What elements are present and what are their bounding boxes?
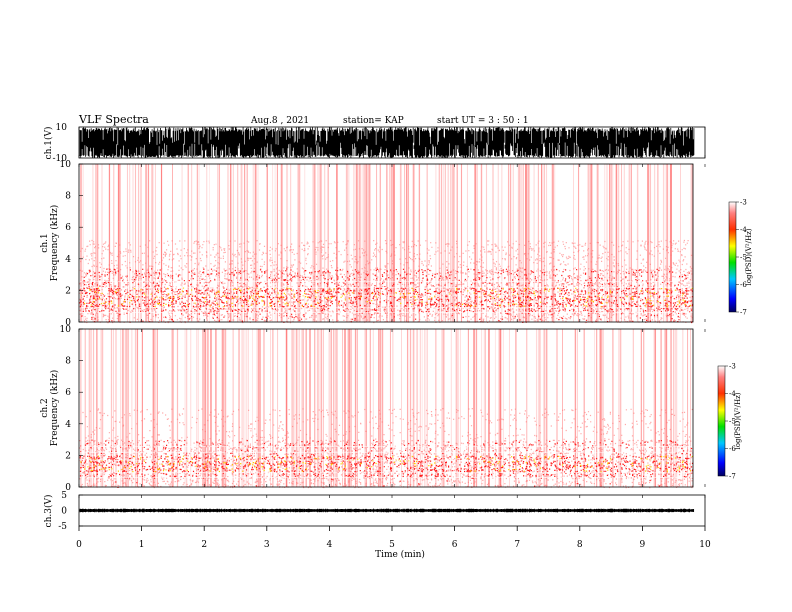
ch1-ylabel: ch.1(V): [43, 127, 54, 160]
colorbar-tick-label: -7: [729, 473, 736, 481]
time-tick-label: 7: [514, 540, 520, 550]
colorbar-tick-label: -4: [729, 390, 736, 398]
colorbar-tick-label: -3: [740, 199, 747, 207]
ch1-spec-ylabel-channel: ch.1: [40, 233, 50, 252]
ch1-colorbar-ticks: -3 -4 -5 -6 -7: [736, 199, 747, 317]
spectrogram-band-faint: [79, 312, 694, 324]
start-time-label: start UT = 3 : 50 : 1: [437, 116, 529, 126]
spec-ytick-label: 2: [65, 451, 71, 461]
spectrogram-band-strong: [82, 268, 690, 289]
spectrogram-band-strong: [79, 287, 694, 308]
ch1-ytick-bottom: -10: [53, 154, 68, 164]
ch2-spectrogram-panel: 0 2 4 6 8 10 ch.2 Frequency (kHz) -3 -4 -5 -6 -7 …: [40, 325, 742, 493]
time-tick-label: 1: [139, 540, 145, 550]
spec-ytick-label: 2: [65, 286, 71, 296]
spectrogram-band-faint: [80, 239, 693, 270]
ch2-spec-ylabel-channel: ch.2: [40, 398, 50, 417]
time-axis-label: Time (min): [375, 549, 425, 560]
ch1-spec-frame: [78, 163, 694, 323]
ch1-waveform-trace: [79, 127, 695, 158]
spec-ytick-label: 0: [65, 483, 71, 493]
ch1-colorbar-label: log(PSD)(V²/Hz): [745, 228, 753, 285]
ch3-ylabel: ch.3(V): [43, 495, 54, 528]
ch2-spectrogram-image: [79, 329, 694, 489]
colorbar-tick-label: -5: [740, 254, 747, 262]
date-label: Aug.8 , 2021: [250, 116, 309, 126]
ch1-spec-ylabel-freq: Frequency (kHz): [49, 205, 60, 282]
ch1-spectrogram-image: [79, 164, 694, 324]
time-tick-label: 9: [640, 540, 646, 550]
station-label: station= KAP: [343, 116, 404, 126]
time-tick-label: 10: [699, 540, 711, 550]
time-tick-label: 8: [577, 540, 583, 550]
spec-ytick-label: 4: [65, 255, 71, 265]
spec-ytick-label: 8: [65, 357, 71, 367]
ch2-colorbar-label: log(PSD)(V²/Hz): [734, 392, 742, 449]
ch3-ytick-label: -5: [58, 522, 67, 532]
time-tick-label: 6: [452, 540, 458, 550]
time-tick-label: 2: [201, 540, 207, 550]
ch2-spec-yticks: 0 2 4 6 8 10: [60, 325, 83, 493]
spec-ytick-label: 10: [60, 160, 72, 170]
ch3-ytick-label: 5: [61, 491, 67, 501]
spectrogram-band-strong: [79, 455, 694, 473]
ch1-ytick-top: 10: [56, 123, 68, 133]
ch3-waveform-line: [79, 508, 695, 513]
ch1-spectrogram-panel: 0 2 4 6 8 10 ch.1 Frequency (kHz) -3 -4 -5 -6 -7 …: [40, 160, 753, 328]
colorbar-tick-label: -7: [740, 309, 747, 317]
spectrogram-band-faint: [80, 471, 690, 479]
ch2-spec-ylabel-freq: Frequency (kHz): [49, 370, 60, 447]
time-tick-label: 3: [264, 540, 270, 550]
figure-title: VLF Spectra: [78, 113, 149, 126]
colorbar-tick-label: -6: [729, 445, 736, 453]
ch3-yticks: 5 0 -5: [58, 491, 83, 532]
ch2-spec-frame: [78, 328, 694, 488]
spec-ytick-label: 6: [65, 223, 71, 233]
time-tick-label: 4: [327, 540, 333, 550]
spec-ytick-label: 0: [65, 318, 71, 328]
spec-ytick-label: 8: [65, 192, 71, 202]
spectrogram-band-peak: [80, 455, 693, 473]
ch2-colorbar-gradient: [717, 365, 726, 477]
ch2-colorbar-ticks: -3 -4 -5 -6 -7: [725, 363, 736, 481]
ch3-ytick-label: 0: [61, 507, 67, 517]
ch3-waveform-trace: [79, 508, 695, 513]
colorbar-tick-label: -5: [729, 418, 736, 426]
colorbar-tick-label: -3: [729, 363, 736, 371]
spec-ytick-label: 4: [65, 420, 71, 430]
spectrogram-band-faint: [79, 477, 693, 489]
ch1-spec-yticks: 0 2 4 6 8 10: [60, 160, 83, 328]
colorbar-tick-label: -6: [740, 281, 747, 289]
colorbar-tick-label: -4: [740, 226, 747, 234]
time-tick-label: 0: [76, 540, 82, 550]
time-tick-label: 5: [389, 540, 395, 550]
spec-ytick-label: 6: [65, 388, 71, 398]
time-axis: 0 1 2 3 4 5 6 7 8 9 10: [76, 127, 711, 550]
spectrogram-band-peak: [80, 287, 693, 308]
ch1-waveform-panel: 10 -10 ch.1(V): [43, 123, 706, 164]
spectrogram-band-faint: [82, 408, 693, 441]
ch3-waveform-panel: 5 0 -5 ch.3(V): [43, 491, 706, 532]
spec-ytick-label: 10: [60, 325, 72, 335]
ch1-colorbar: -3 -4 -5 -6 -7 log(PSD)(V²/Hz): [728, 199, 753, 317]
ch1-waveform-line: [79, 127, 695, 158]
ch1-colorbar-gradient: [728, 201, 737, 313]
ch2-colorbar: -3 -4 -5 -6 -7 log(PSD)(V²/Hz): [717, 363, 742, 481]
